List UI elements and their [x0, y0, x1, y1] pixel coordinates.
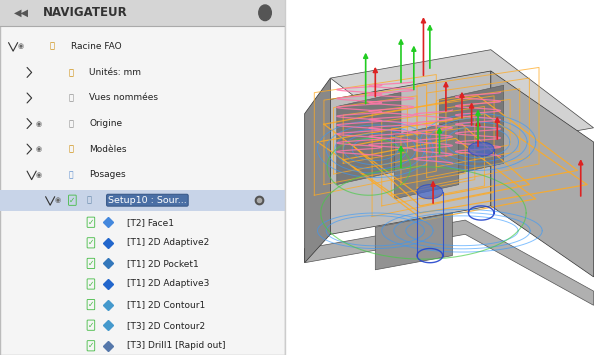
Polygon shape	[469, 142, 494, 156]
Text: Unités: mm: Unités: mm	[89, 68, 142, 77]
Text: ✓: ✓	[88, 300, 94, 309]
Text: 📁: 📁	[68, 144, 73, 154]
Text: ✓: ✓	[88, 259, 94, 268]
Text: Modèles: Modèles	[89, 144, 127, 154]
Text: 📁: 📁	[68, 119, 73, 128]
FancyBboxPatch shape	[0, 190, 285, 211]
FancyBboxPatch shape	[0, 0, 285, 355]
Text: 📁: 📁	[87, 196, 92, 205]
Circle shape	[259, 5, 271, 21]
Text: ◉: ◉	[17, 43, 23, 49]
Text: ◉: ◉	[55, 197, 61, 203]
Polygon shape	[305, 220, 593, 305]
Polygon shape	[331, 71, 491, 234]
Polygon shape	[417, 185, 443, 199]
Text: [T1] 2D Pocket1: [T1] 2D Pocket1	[127, 259, 198, 268]
Text: [T3] 2D Contour2: [T3] 2D Contour2	[127, 321, 205, 330]
Text: ◉: ◉	[36, 146, 42, 152]
FancyBboxPatch shape	[0, 0, 285, 26]
Text: ✓: ✓	[88, 238, 94, 247]
Text: 🔗: 🔗	[68, 170, 73, 179]
Polygon shape	[305, 78, 331, 263]
Polygon shape	[331, 50, 593, 156]
Polygon shape	[337, 92, 401, 185]
Text: Setup10 : Sour...: Setup10 : Sour...	[108, 196, 187, 205]
Polygon shape	[395, 121, 459, 199]
Text: Racine FAO: Racine FAO	[71, 42, 122, 51]
Text: ✓: ✓	[88, 341, 94, 350]
Text: [T3] Drill1 [Rapid out]: [T3] Drill1 [Rapid out]	[127, 341, 225, 350]
Text: [T1] 2D Contour1: [T1] 2D Contour1	[127, 300, 205, 309]
Text: ◉: ◉	[36, 121, 42, 126]
Text: Posages: Posages	[89, 170, 126, 179]
Text: [T2] Face1: [T2] Face1	[127, 218, 173, 227]
Polygon shape	[439, 85, 504, 178]
Text: ✓: ✓	[88, 279, 94, 289]
Text: NAVIGATEUR: NAVIGATEUR	[43, 6, 128, 19]
Text: 📁: 📁	[50, 42, 55, 51]
Text: ✓: ✓	[69, 196, 76, 205]
Text: Vues nommées: Vues nommées	[89, 93, 158, 103]
Text: ◀◀: ◀◀	[14, 8, 29, 18]
Text: ◉: ◉	[36, 172, 42, 178]
Text: ✓: ✓	[88, 218, 94, 227]
Text: 📄: 📄	[68, 68, 73, 77]
Text: [T1] 2D Adaptive2: [T1] 2D Adaptive2	[127, 238, 209, 247]
Text: 📁: 📁	[68, 93, 73, 103]
Text: Origine: Origine	[89, 119, 122, 128]
Text: [T1] 2D Adaptive3: [T1] 2D Adaptive3	[127, 279, 209, 289]
Text: ✓: ✓	[88, 321, 94, 330]
Polygon shape	[491, 71, 593, 277]
Polygon shape	[376, 213, 452, 270]
